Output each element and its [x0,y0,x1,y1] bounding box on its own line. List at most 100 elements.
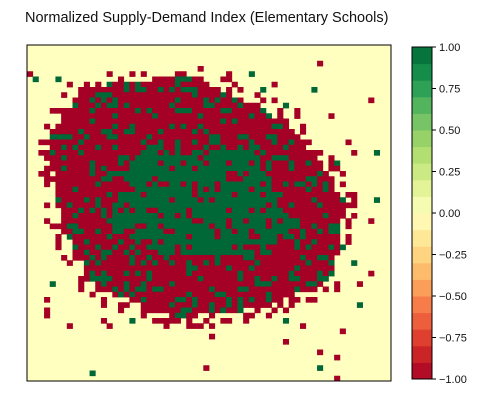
heatmap-cell [260,192,267,198]
heatmap-cell [209,113,216,119]
heatmap-cell [300,323,307,329]
heatmap-cell [226,71,233,77]
heatmap-cell [123,129,130,135]
heatmap-cell [83,108,90,114]
heatmap-cell [78,281,85,287]
heatmap-cell [66,186,73,193]
heatmap-cell [282,281,290,287]
heatmap-cell [220,270,227,277]
heatmap-cell [66,192,73,198]
heatmap-cell [351,202,358,209]
heatmap-cell [129,255,136,261]
heatmap-cell [83,228,90,235]
heatmap-cell [243,312,250,319]
heatmap-cell [78,207,85,214]
heatmap-cell [288,260,295,266]
heatmap-cell [146,255,153,261]
heatmap-cell [248,181,255,188]
heatmap-cell [95,155,102,161]
heatmap-cell [135,129,142,135]
heatmap-cell [174,318,181,324]
heatmap-cell [118,81,125,88]
heatmap-cell [317,186,324,193]
heatmap-cell [339,328,346,335]
heatmap-cell [203,118,210,125]
heatmap-cell [237,118,244,125]
heatmap-cell [197,286,204,293]
heatmap-cell [135,239,142,245]
heatmap-cell [288,302,295,308]
heatmap-cell [100,118,108,125]
heatmap-cell [237,150,244,156]
heatmap-cell [78,223,85,230]
heatmap-cell [277,197,284,203]
heatmap-cell [78,228,85,235]
heatmap-cell [100,129,108,135]
heatmap-cell [44,171,51,177]
heatmap-cell [112,150,119,156]
heatmap-cell [271,307,278,314]
heatmap-cell [72,155,79,161]
heatmap-cell [118,108,125,114]
heatmap-cell [248,108,255,114]
heatmap-cell [220,286,227,293]
colorbar-tick-label: 0.00 [439,208,460,220]
heatmap-cell [66,139,73,146]
heatmap-cell [140,239,147,245]
heatmap-cell [100,87,108,93]
colorbar-band [412,63,432,81]
heatmap-cell [197,123,204,130]
heatmap-cell [317,218,324,224]
heatmap-cell [89,186,96,193]
heatmap-cell [83,186,90,193]
heatmap-cell [89,244,96,251]
heatmap-cell [237,276,244,282]
heatmap-cell [95,228,102,235]
heatmap-cell [89,291,96,298]
heatmap-cell [55,123,62,130]
heatmap-cell [220,139,227,146]
heatmap-cell [300,249,307,256]
heatmap-cell [277,234,284,240]
heatmap-cell [129,270,136,277]
heatmap-cell [226,291,233,298]
heatmap-cell [209,239,216,245]
heatmap-cell [243,186,250,193]
heatmap-cell [83,234,90,240]
heatmap-cell [118,207,125,214]
heatmap-cell [288,134,295,140]
heatmap-cell [328,181,335,188]
heatmap-cell [186,307,193,314]
heatmap-cell [231,197,238,203]
heatmap-cell [260,129,267,135]
heatmap-cell [277,186,284,193]
heatmap-cell [311,260,318,266]
heatmap-cell [191,281,199,287]
heatmap-cell [243,207,250,214]
heatmap-cell [317,260,324,266]
heatmap-cell [152,113,159,119]
heatmap-cell [100,197,108,203]
heatmap-cell [322,239,329,245]
heatmap-cell [243,108,250,114]
heatmap-cell [135,286,142,293]
heatmap-cell [180,176,187,182]
heatmap-cell [203,81,210,88]
heatmap-cell [83,223,90,230]
heatmap-cell [231,228,238,235]
heatmap-cell [226,97,233,104]
heatmap-cell [61,113,68,119]
heatmap-cell [112,92,119,98]
heatmap-cell [152,260,159,266]
heatmap-cell [157,160,164,167]
heatmap-cell [209,255,216,261]
heatmap-cell [186,160,193,167]
heatmap-cell [277,218,284,224]
heatmap-cell [169,213,176,219]
heatmap-cell [214,181,221,188]
heatmap-cell [203,244,210,251]
heatmap-cell [254,265,261,272]
heatmap-cell [294,181,301,188]
heatmap-cell [260,255,267,261]
heatmap-cell [220,76,227,83]
